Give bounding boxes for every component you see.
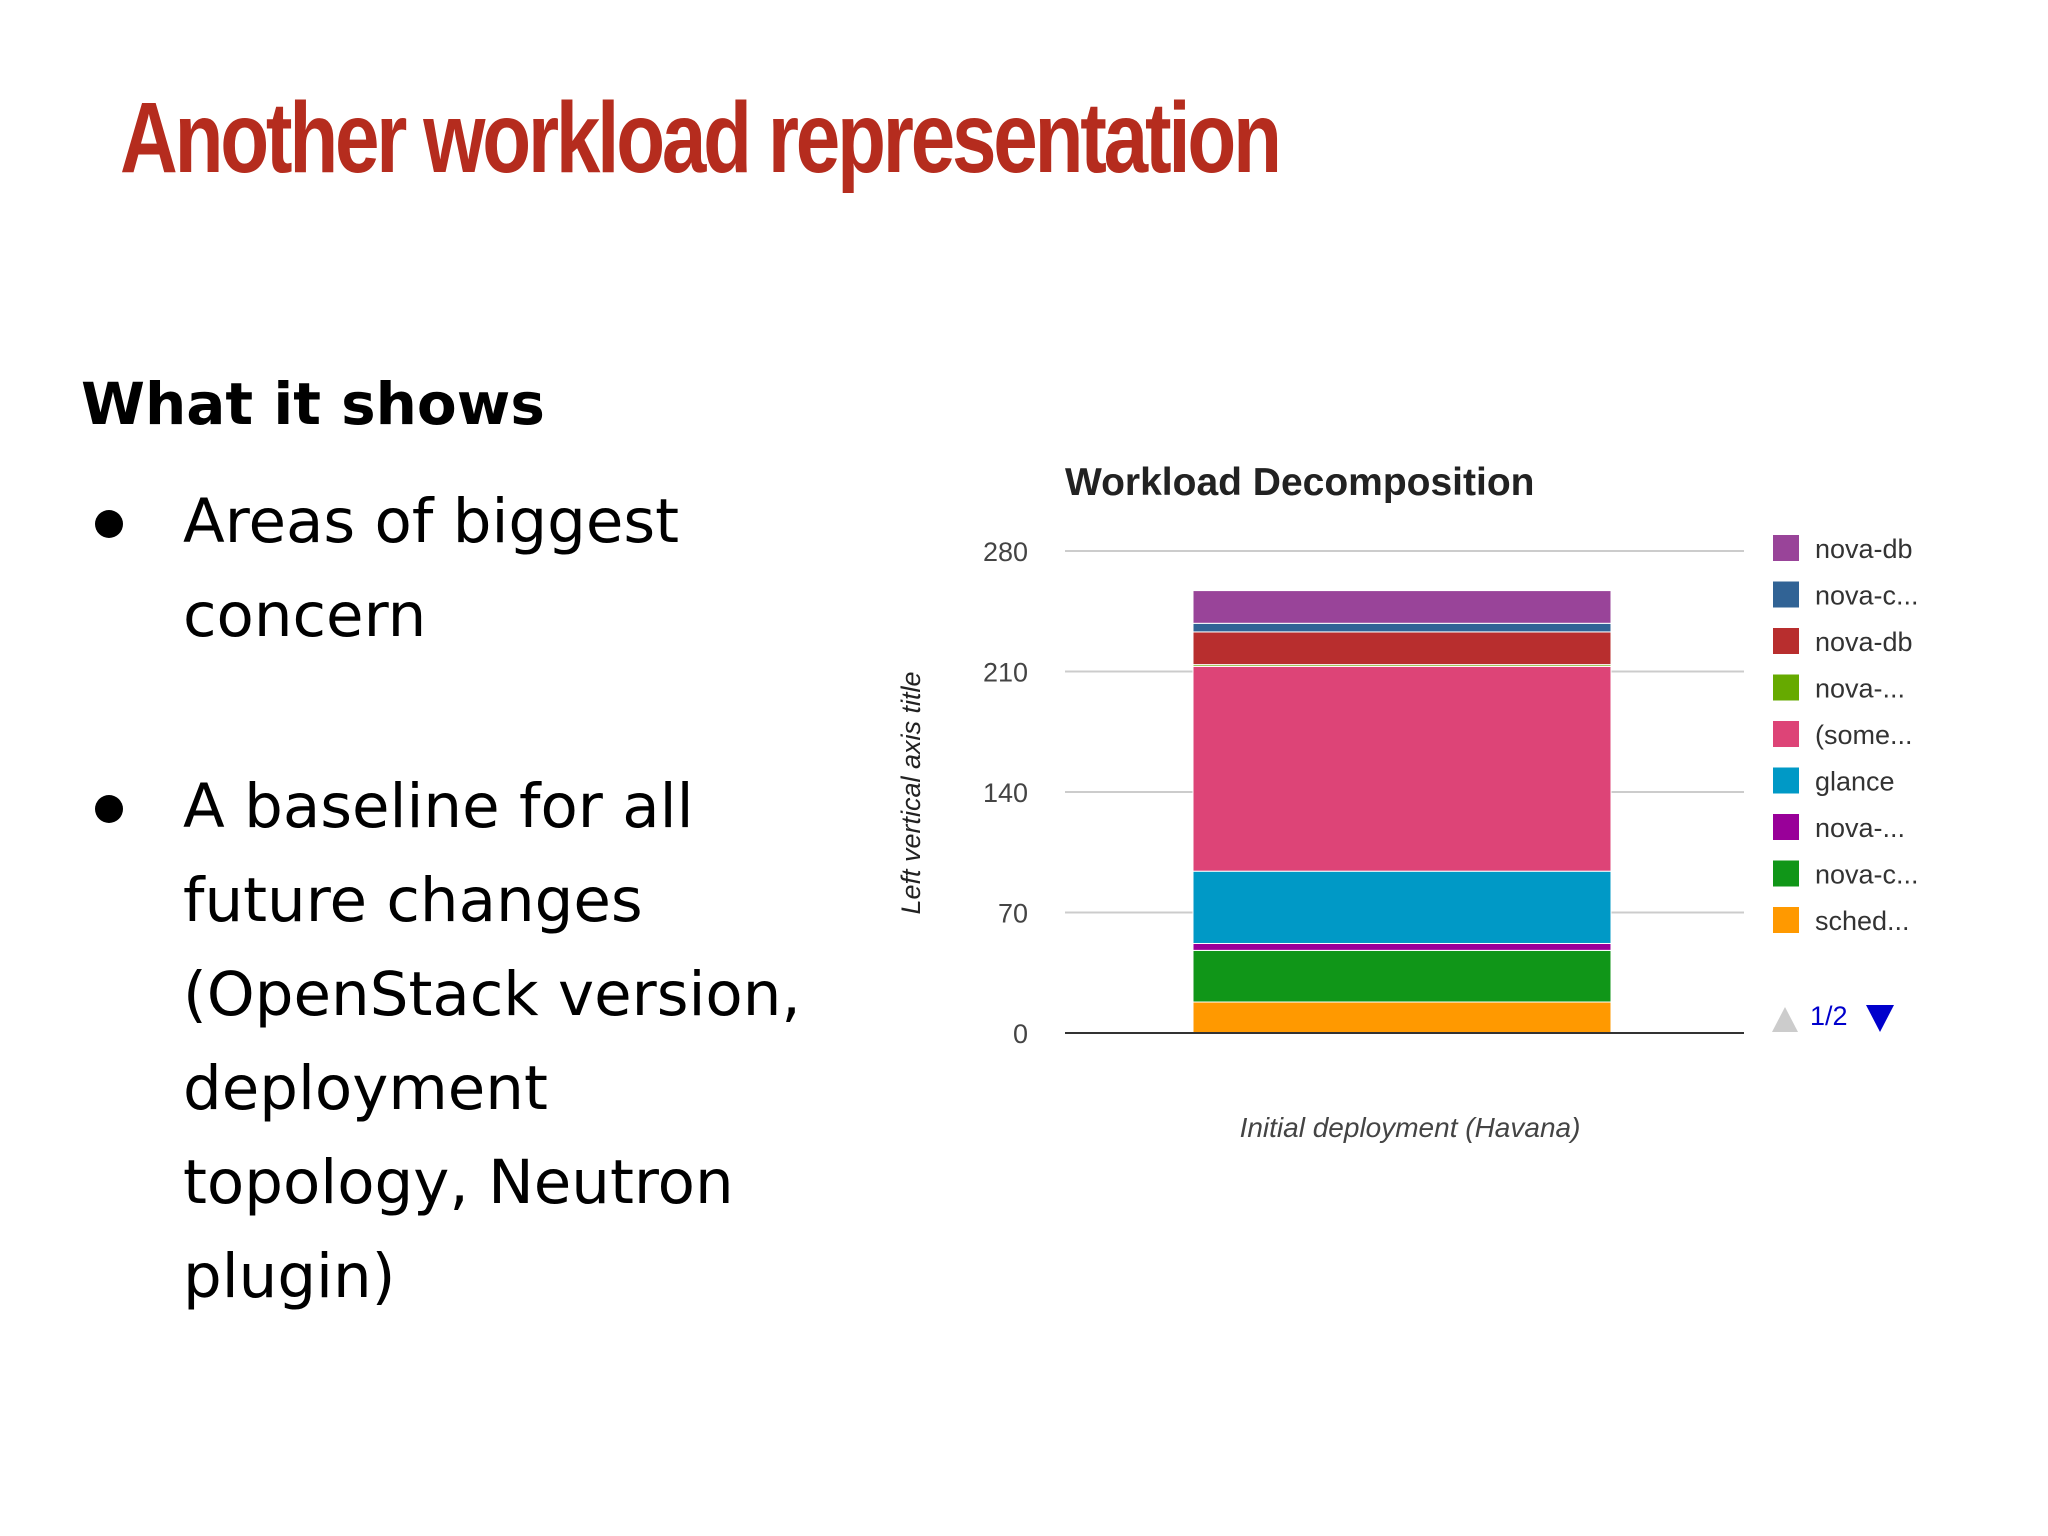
y-axis-title: Left vertical axis title — [896, 671, 926, 914]
legend-swatch — [1773, 674, 1799, 701]
legend-swatch — [1773, 581, 1799, 608]
legend-label: nova-... — [1815, 674, 1905, 704]
y-tick-labels: 0 70 140 210 280 — [983, 537, 1028, 1049]
y-tick-label: 70 — [998, 899, 1028, 929]
legend-label: (some... — [1815, 720, 1913, 750]
y-tick-label: 0 — [1013, 1019, 1028, 1049]
legend-pager: 1/2 — [1772, 1001, 1894, 1032]
workload-decomposition-chart: Workload Decomposition Left vertical axi… — [896, 461, 1919, 1143]
legend-label: sched... — [1815, 906, 1910, 936]
bar-segment — [1192, 590, 1612, 624]
stacked-bar — [1192, 590, 1612, 1034]
bullet-dot — [95, 510, 123, 538]
legend-page-down-icon[interactable] — [1866, 1005, 1894, 1032]
legend-label: nova-... — [1815, 813, 1905, 843]
bar-segment — [1192, 942, 1612, 951]
y-tick-label: 140 — [983, 778, 1028, 808]
section-heading: What it shows — [81, 370, 545, 438]
bullet-dot — [95, 795, 123, 823]
legend-swatch — [1773, 860, 1799, 887]
legend: nova-db nova-c... nova-db nova-... (some... g… — [1773, 534, 1919, 936]
legend-swatch — [1773, 907, 1799, 933]
bar-segment — [1192, 622, 1612, 633]
legend-label: nova-c... — [1815, 860, 1919, 890]
x-category-label: Initial deployment (Havana) — [1240, 1112, 1581, 1143]
bar-segment — [1192, 870, 1612, 944]
slide-title: Another workload representation — [120, 82, 1282, 194]
y-tick-label: 280 — [983, 537, 1028, 567]
legend-label: nova-db — [1815, 534, 1913, 564]
chart-title: Workload Decomposition — [1065, 461, 1535, 504]
legend-swatch — [1773, 767, 1799, 794]
bar-segment — [1192, 665, 1612, 872]
legend-swatch — [1773, 628, 1799, 654]
legend-swatch — [1773, 721, 1799, 747]
legend-swatch — [1773, 535, 1799, 561]
legend-label: glance — [1815, 767, 1895, 797]
bullet-text: A baseline for all future changes (OpenS… — [183, 771, 801, 1312]
bar-segment — [1192, 1001, 1612, 1034]
legend-page-up-icon[interactable] — [1772, 1007, 1798, 1032]
legend-page-indicator: 1/2 — [1810, 1001, 1848, 1031]
bar-segment — [1192, 949, 1612, 1003]
y-tick-label: 210 — [983, 658, 1028, 688]
bullet-text: Areas of biggest concern — [183, 486, 680, 651]
legend-swatch — [1773, 814, 1799, 840]
legend-label: nova-db — [1815, 627, 1913, 657]
bar-segment — [1192, 631, 1612, 666]
legend-label: nova-c... — [1815, 581, 1919, 611]
